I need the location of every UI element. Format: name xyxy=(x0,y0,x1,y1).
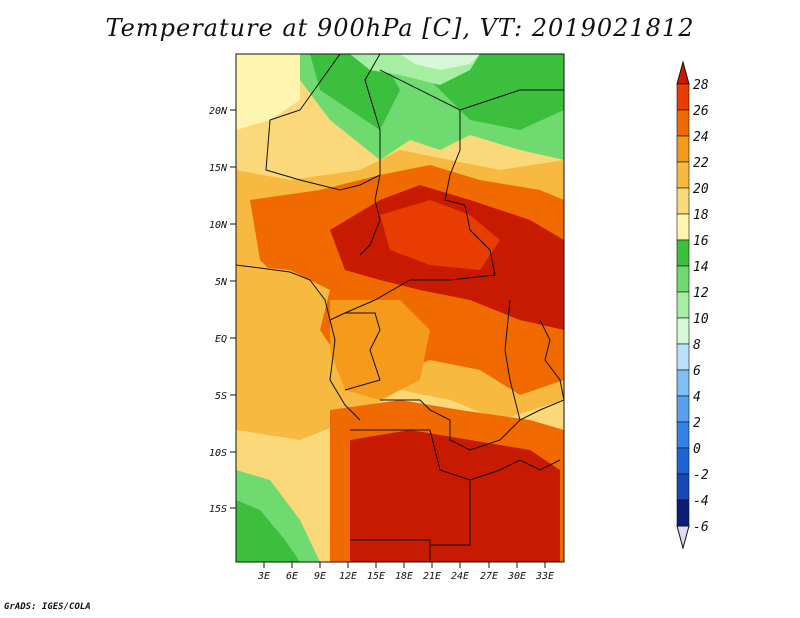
lon-tick-label: 12E xyxy=(339,571,357,582)
colorbar-top-arrow xyxy=(676,60,690,85)
colorbar-segment xyxy=(676,473,690,501)
colorbar-label: 2 xyxy=(693,416,701,431)
colorbar-segment xyxy=(676,499,690,527)
colorbar-label: -2 xyxy=(693,468,709,483)
colorbar-label: 10 xyxy=(693,312,709,327)
colorbar-label: 28 xyxy=(693,78,709,93)
colorbar-segment xyxy=(676,213,690,241)
colorbar-label: 0 xyxy=(693,442,701,457)
lat-tick-label: 20N xyxy=(209,106,228,117)
lon-tick-label: 27E xyxy=(480,571,498,582)
colorbar-label: 6 xyxy=(693,364,701,379)
lat-tick-label: 5N xyxy=(215,277,228,288)
lat-tick-label: 10N xyxy=(209,220,228,231)
latitude-axis: 20N 15N 10N 5N EQ 5S 10S 15S xyxy=(209,106,236,515)
colorbar-segment xyxy=(676,369,690,397)
lat-tick-label: 5S xyxy=(215,391,227,402)
lat-tick-label: 15N xyxy=(209,163,228,174)
colorbar-segment xyxy=(676,291,690,319)
colorbar-label: 26 xyxy=(693,104,709,119)
lat-tick-label: EQ xyxy=(215,334,227,345)
colorbar-segment xyxy=(676,135,690,163)
colorbar-segment xyxy=(676,317,690,345)
lon-tick-label: 24E xyxy=(451,571,469,582)
lon-tick-label: 21E xyxy=(423,571,441,582)
colorbar-label: 20 xyxy=(693,182,709,197)
colorbar-segment xyxy=(676,421,690,449)
lon-tick-label: 18E xyxy=(395,571,413,582)
lon-tick-label: 15E xyxy=(367,571,385,582)
lon-tick-label: 33E xyxy=(535,571,554,582)
colorbar-segment xyxy=(676,109,690,137)
colorbar-label: 8 xyxy=(693,338,701,353)
colorbar-segment xyxy=(676,265,690,293)
lon-tick-label: 3E xyxy=(257,571,270,582)
colorbar-label: -6 xyxy=(693,520,709,535)
colorbar-label: 18 xyxy=(693,208,709,223)
lon-tick-label: 9E xyxy=(314,571,326,582)
colorbar-label: -4 xyxy=(693,494,709,509)
map-title: Temperature at 900hPa [C], VT: 201902181… xyxy=(105,14,695,42)
colorbar-segment xyxy=(676,447,690,475)
map-frame xyxy=(235,53,565,563)
colorbar-label: 12 xyxy=(693,286,709,301)
lat-tick-label: 10S xyxy=(209,448,227,459)
temperature-field xyxy=(236,54,564,562)
colorbar-segment xyxy=(676,239,690,267)
colorbar-label: 14 xyxy=(693,260,709,275)
colorbar-segment xyxy=(676,187,690,215)
colorbar-label: 24 xyxy=(693,130,709,145)
colorbar-segment xyxy=(676,83,690,111)
colorbar-label: 22 xyxy=(693,156,709,171)
colorbar-segment xyxy=(676,395,690,423)
colorbar-segment xyxy=(676,161,690,189)
lat-tick-label: 15S xyxy=(209,504,227,515)
country-borders xyxy=(236,54,564,562)
colorbar-bottom-arrow xyxy=(676,525,690,550)
colorbar-segment xyxy=(676,343,690,371)
colorbar-label: 4 xyxy=(693,390,701,405)
colorbar-label: 16 xyxy=(693,234,709,249)
lon-tick-label: 6E xyxy=(286,571,298,582)
credit-label: GrADS: IGES/COLA xyxy=(4,602,91,612)
lon-tick-label: 30E xyxy=(507,571,526,582)
longitude-axis: 3E 6E 9E 12E 15E 18E 21E 24E 27E 30E 33E xyxy=(257,562,554,582)
